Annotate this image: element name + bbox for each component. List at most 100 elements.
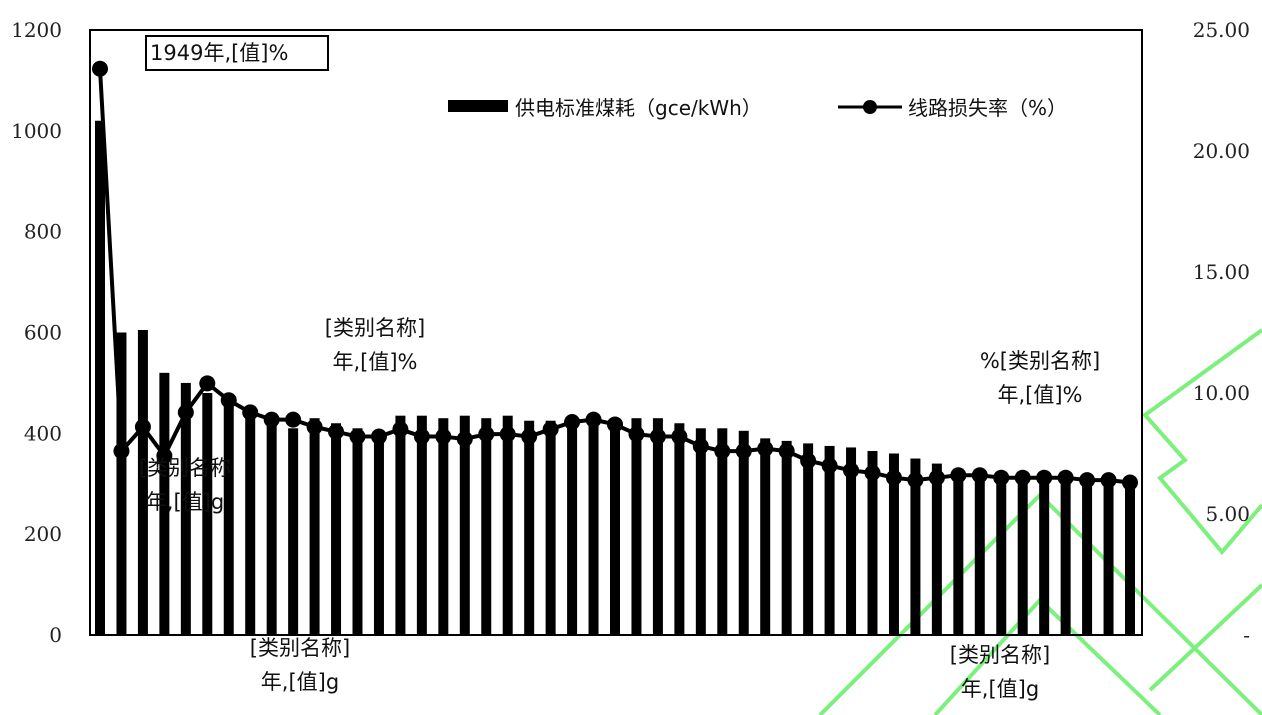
- bar-1997: [1125, 483, 1135, 635]
- line-point-1993: [1036, 469, 1053, 486]
- bar-1962: [373, 433, 384, 635]
- line-point-1950: [113, 443, 130, 460]
- bar-1987: [910, 458, 921, 635]
- line-point-1997: [1122, 474, 1138, 491]
- left-tick-label: 600: [24, 321, 62, 345]
- line-point-1955: [220, 392, 237, 409]
- line-point-1954: [199, 375, 216, 392]
- bar-1996: [1103, 482, 1114, 635]
- annotation-text: [类别名称: [139, 456, 231, 480]
- annotation-text: [类别名称]: [325, 316, 425, 340]
- line-point-1952: [156, 447, 173, 464]
- bar-1968: [502, 415, 513, 635]
- line-point-1958: [285, 411, 302, 428]
- annotation-text: 1949年,[值]%: [150, 41, 288, 65]
- left-tick-label: 0: [49, 623, 62, 647]
- line-point-1962: [370, 428, 387, 445]
- line-point-1977: [692, 438, 709, 455]
- line-point-1986: [885, 469, 902, 486]
- line-point-1989: [950, 467, 967, 484]
- bar-1978: [717, 428, 728, 635]
- line-point-1978: [714, 443, 731, 460]
- bar-1981: [781, 440, 792, 635]
- bar-1982: [803, 443, 814, 635]
- bar-1986: [888, 453, 899, 635]
- left-tick-label: 1000: [11, 119, 62, 143]
- bar-1969: [524, 420, 535, 635]
- legend-label-bar: 供电标准煤耗（gce/kWh）: [515, 96, 762, 120]
- line-point-1966: [456, 430, 473, 447]
- left-axis: 0 200 400 600 800 1000 1200: [11, 18, 62, 647]
- bar-1979: [738, 430, 749, 635]
- bar-1983: [824, 445, 835, 635]
- right-tick-label: 5.00: [1205, 502, 1250, 526]
- bar-1974: [631, 418, 642, 635]
- bar-1950: [116, 332, 127, 635]
- bar-1988: [931, 463, 942, 635]
- line-point-1972: [585, 411, 602, 428]
- right-axis: - 5.00 10.00 15.00 20.00 25.00: [1193, 18, 1250, 647]
- line-point-1994: [1057, 469, 1074, 486]
- legend: 供电标准煤耗（gce/kWh） 线路损失率（%）: [448, 96, 1067, 120]
- line-point-1963: [392, 421, 409, 438]
- bar-1964: [416, 415, 427, 635]
- annotation-aMid: [类别名称] 年,[值]%: [325, 316, 425, 374]
- bar-1971: [567, 423, 578, 635]
- line-point-1961: [349, 428, 366, 445]
- bar-1985: [867, 450, 878, 635]
- bar-1953: [180, 382, 191, 635]
- bar-1972: [588, 425, 599, 635]
- annotation-text: %[类别名称]: [980, 349, 1100, 373]
- line-point-1980: [757, 440, 774, 457]
- line-point-1957: [263, 411, 280, 428]
- bar-1966: [459, 415, 470, 635]
- bar-1956: [245, 408, 256, 635]
- bar-1993: [1039, 478, 1050, 635]
- left-tick-label: 1200: [11, 18, 62, 42]
- annotation-a1949: 1949年,[值]%: [145, 35, 329, 71]
- bar-1976: [674, 423, 685, 635]
- line-point-1976: [671, 428, 688, 445]
- line-point-1968: [499, 426, 516, 443]
- bar-1957: [266, 413, 277, 635]
- annotation-aBottomRight: [类别名称] 年,[值]g: [950, 643, 1050, 701]
- annotation-box: [145, 35, 329, 71]
- line-point-1979: [735, 443, 752, 460]
- bar-1965: [438, 418, 449, 635]
- line-point-1965: [435, 428, 452, 445]
- left-tick-label: 200: [24, 522, 62, 546]
- bar-1967: [481, 418, 492, 635]
- annotation-text: 年,[值]%: [997, 383, 1082, 407]
- annotation-text: [类别名称]: [250, 636, 350, 660]
- line-series: [92, 60, 1138, 491]
- line-point-1988: [928, 469, 945, 486]
- legend-swatch-marker: [863, 100, 877, 114]
- line-point-1992: [1014, 469, 1031, 486]
- line-point-1970: [542, 421, 559, 438]
- bar-1977: [695, 428, 706, 635]
- line-point-1973: [607, 416, 623, 433]
- bar-1992: [1017, 476, 1028, 635]
- bar-1994: [1060, 479, 1071, 635]
- legend-label-line: 线路损失率（%）: [908, 96, 1067, 120]
- line-point-1996: [1100, 472, 1117, 489]
- bar-1980: [760, 438, 771, 635]
- legend-swatch-bar: [448, 100, 508, 112]
- line-point-1949: [92, 60, 108, 77]
- annotation-text: 年,[值]g: [146, 490, 224, 514]
- line-point-1969: [521, 428, 538, 445]
- right-tick-label: 15.00: [1193, 260, 1250, 284]
- right-tick-label: 10.00: [1193, 381, 1250, 405]
- line-point-1982: [800, 452, 817, 469]
- annotation-text: 年,[值]g: [961, 677, 1039, 701]
- line-point-1984: [843, 462, 860, 479]
- bar-1989: [953, 468, 964, 635]
- bar-1959: [309, 418, 320, 635]
- line-point-1959: [306, 418, 323, 435]
- left-tick-label: 400: [24, 421, 62, 445]
- bar-1995: [1082, 481, 1093, 635]
- line-point-1967: [478, 426, 495, 443]
- bar-1973: [610, 418, 620, 635]
